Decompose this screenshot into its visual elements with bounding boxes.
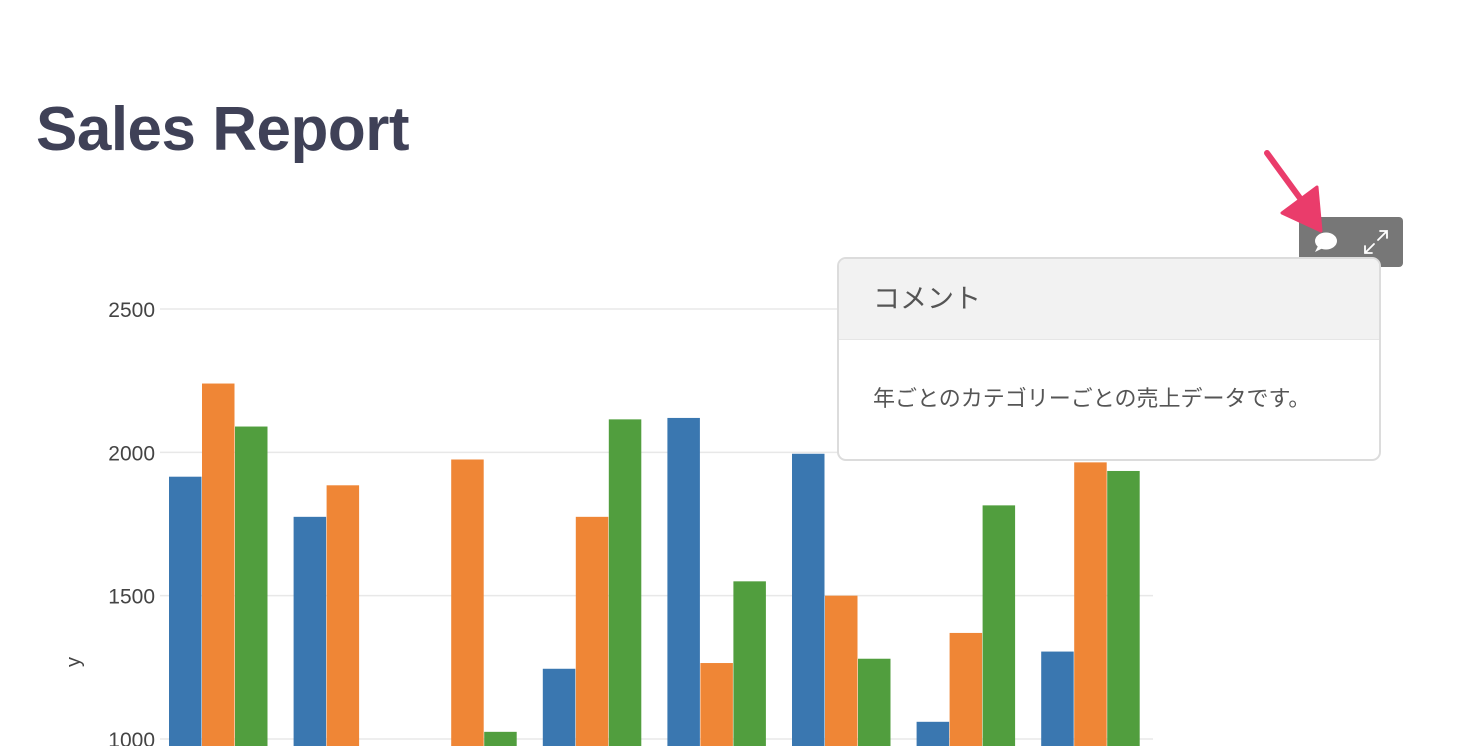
bar[interactable] (484, 731, 517, 746)
comment-popover: コメント 年ごとのカテゴリーごとの売上データです。 (837, 257, 1381, 461)
bar[interactable] (792, 453, 825, 746)
expand-button[interactable] (1361, 227, 1391, 257)
bar[interactable] (1041, 651, 1074, 746)
chart-bars (169, 383, 1140, 746)
bar[interactable] (293, 516, 327, 746)
comment-popover-body: 年ごとのカテゴリーごとの売上データです。 (873, 386, 1311, 411)
comment-popover-header: コメント (839, 259, 1379, 340)
comment-button[interactable] (1311, 227, 1341, 257)
bar[interactable] (1074, 462, 1107, 746)
y-tick-label: 2000 (108, 442, 155, 465)
bar[interactable] (608, 419, 642, 746)
expand-icon (1364, 230, 1388, 254)
bar[interactable] (326, 485, 360, 746)
bar[interactable] (575, 516, 609, 746)
y-tick-label: 1000 (108, 729, 155, 746)
bar[interactable] (949, 632, 983, 746)
bar[interactable] (916, 721, 950, 746)
bar[interactable] (858, 658, 891, 746)
bar[interactable] (202, 383, 235, 746)
bar[interactable] (700, 663, 733, 746)
bar[interactable] (667, 417, 700, 746)
bar[interactable] (1107, 470, 1140, 746)
bar[interactable] (825, 595, 858, 746)
bar[interactable] (542, 668, 576, 746)
annotation-arrow (1264, 150, 1323, 233)
bar[interactable] (235, 426, 268, 746)
bar[interactable] (982, 505, 1016, 746)
y-axis-label: y (63, 657, 85, 667)
bar[interactable] (733, 581, 766, 746)
comment-icon (1315, 232, 1337, 252)
chart-y-ticks: 2500 2000 1500 1000 (108, 299, 155, 746)
y-tick-label: 2500 (108, 299, 155, 322)
page-title: Sales Report (36, 95, 410, 164)
bar[interactable] (169, 476, 202, 746)
y-tick-label: 1500 (108, 586, 155, 609)
bar[interactable] (451, 459, 484, 746)
